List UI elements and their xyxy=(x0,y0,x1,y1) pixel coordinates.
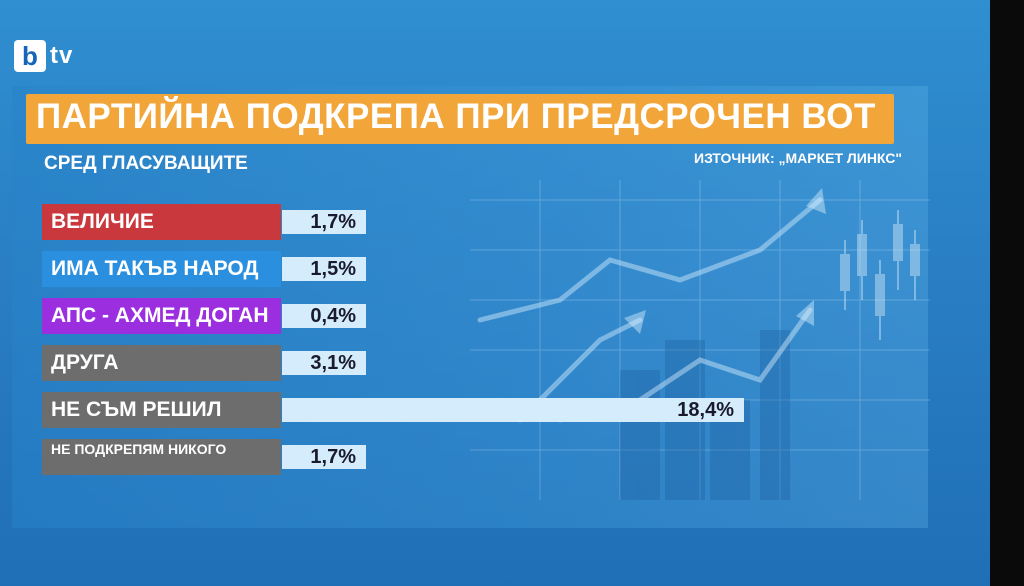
category-label: НЕ СЪМ РЕШИЛ xyxy=(42,392,281,428)
bar xyxy=(282,351,366,375)
chart-source: ИЗТОЧНИК: „МАРКЕТ ЛИНКС" xyxy=(694,150,903,166)
bar-row: АПС - АХМЕД ДОГАН 0,4% xyxy=(42,298,754,334)
bar xyxy=(282,445,366,469)
broadcast-screen: b tv ПАРТИЙНА ПОДКРЕПА ПРИ ПРЕДСРОЧЕН ВО… xyxy=(0,0,990,586)
value-label: 3,1% xyxy=(310,352,356,374)
logo-suffix: tv xyxy=(50,42,74,69)
category-label: ДРУГА xyxy=(42,345,281,381)
btv-logo: b tv xyxy=(14,40,73,72)
logo-letter: b xyxy=(14,40,46,72)
bar xyxy=(282,398,744,422)
value-label: 0,4% xyxy=(310,305,356,327)
value-label: 1,7% xyxy=(310,446,356,468)
category-label: ВЕЛИЧИЕ xyxy=(42,204,281,240)
bar-row: ДРУГА 3,1% xyxy=(42,345,754,381)
value-label: 1,5% xyxy=(310,258,356,280)
bar-row: НЕ ПОДКРЕПЯМ НИКОГО 1,7% xyxy=(42,439,754,475)
category-label: ИМА ТАКЪВ НАРОД xyxy=(42,251,281,287)
bar-row: ВЕЛИЧИЕ 1,7% xyxy=(42,204,754,240)
title-bar xyxy=(26,94,894,144)
value-label: 1,7% xyxy=(310,211,356,233)
chart-subtitle: СРЕД ГЛАСУВАЩИТЕ xyxy=(44,153,248,174)
chart-title: ПАРТИЙНА ПОДКРЕПА ПРИ ПРЕДСРОЧЕН ВОТ xyxy=(36,97,876,136)
value-label: 18,4% xyxy=(677,399,734,421)
bar-row: ИМА ТАКЪВ НАРОД 1,5% xyxy=(42,251,754,287)
category-label: НЕ ПОДКРЕПЯМ НИКОГО xyxy=(42,439,281,475)
bar xyxy=(282,257,366,281)
bar-row: НЕ СЪМ РЕШИЛ 18,4% xyxy=(42,392,754,428)
bar xyxy=(282,304,366,328)
category-label: АПС - АХМЕД ДОГАН xyxy=(42,298,281,334)
bar xyxy=(282,210,366,234)
background-stock-art xyxy=(470,180,930,500)
screen-edge xyxy=(990,0,1024,586)
